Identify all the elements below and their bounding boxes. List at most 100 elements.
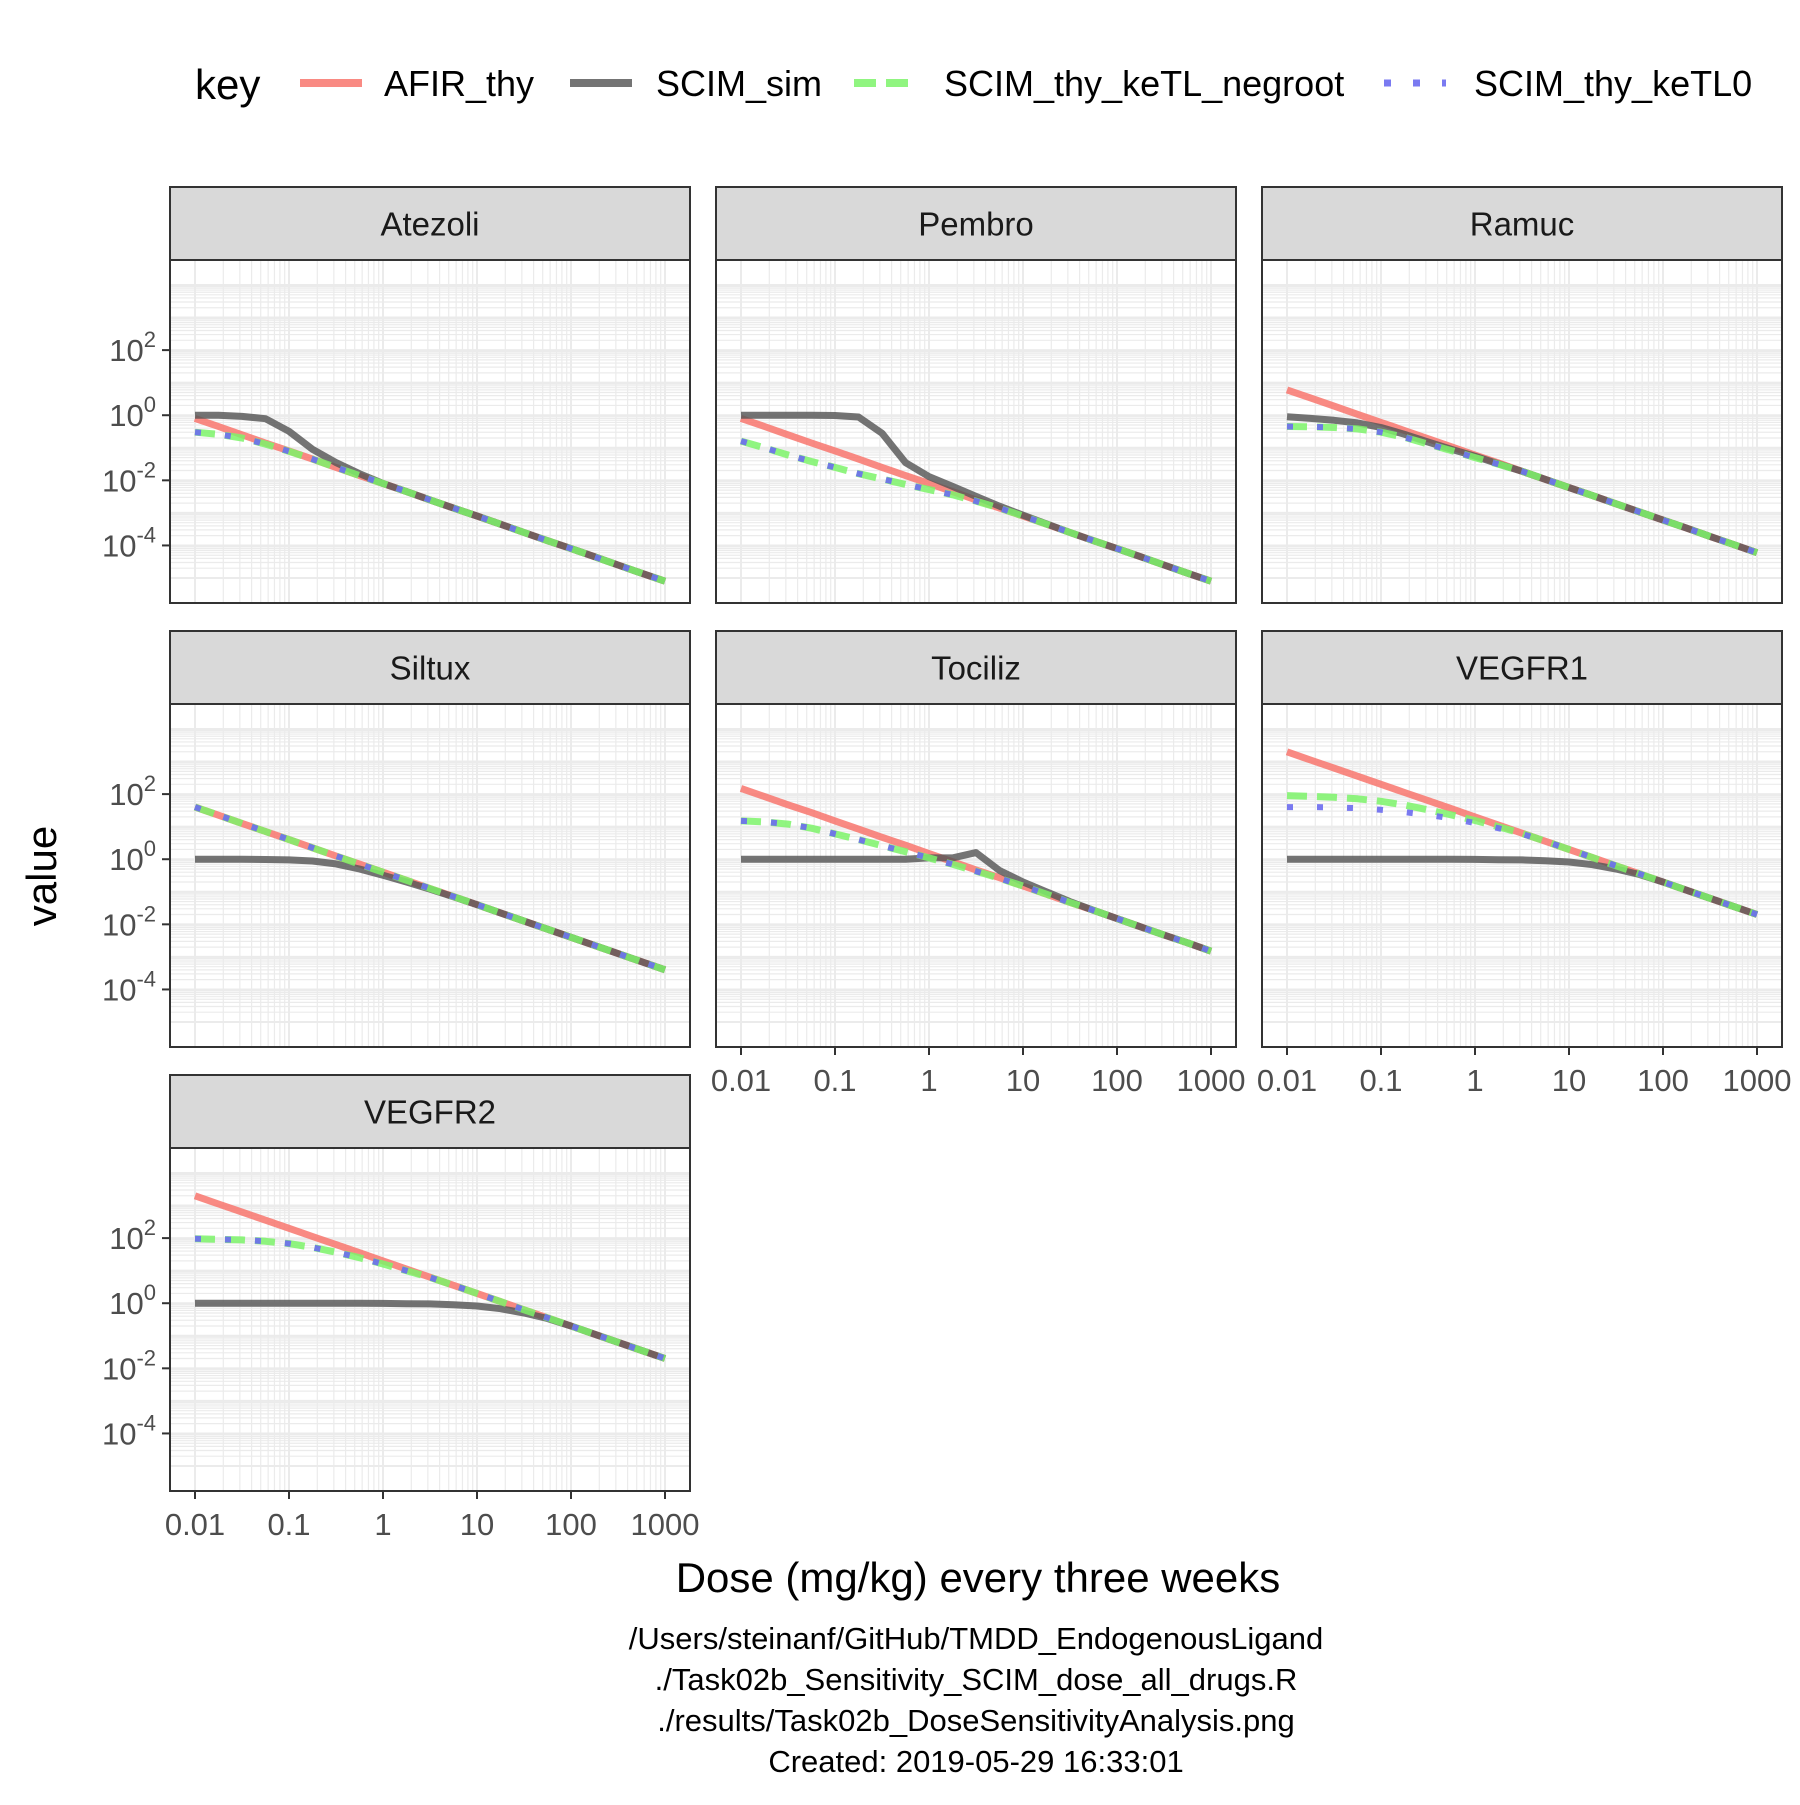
facet-strip <box>169 630 691 705</box>
facet-strip <box>169 186 691 261</box>
facet-strip <box>715 630 1237 705</box>
legend-label-SCIM_thy_keTL_negroot: SCIM_thy_keTL_negroot <box>944 63 1344 104</box>
facet-title: VEGFR2 <box>364 1094 496 1131</box>
facet-strip <box>1261 630 1783 705</box>
y-tick-base: 10 <box>102 528 136 563</box>
facet-panel-Pembro: Pembro <box>715 186 1237 604</box>
panel-border <box>1261 703 1783 1048</box>
y-tick-base: 10 <box>109 842 143 877</box>
grid <box>1262 260 1782 603</box>
series-line-SCIM_thy_keTL0 <box>740 438 1212 585</box>
grid <box>716 260 1236 603</box>
y-tick-label: 102 <box>109 771 156 812</box>
plot-background <box>170 704 690 1047</box>
facet-title: Pembro <box>918 206 1034 243</box>
x-tick-label: 1000 <box>631 1507 700 1542</box>
plot-background <box>1262 704 1782 1047</box>
legend-entry-SCIM_thy_keTL_negroot: SCIM_thy_keTL_negroot <box>854 63 1344 104</box>
panel-border <box>169 703 691 1048</box>
legend-label-SCIM_thy_keTL0: SCIM_thy_keTL0 <box>1474 63 1752 104</box>
legend-entry-SCIM_sim: SCIM_sim <box>570 63 822 104</box>
x-axis-title: Dose (mg/kg) every three weeks <box>676 1554 1281 1601</box>
y-tick-exponent: -4 <box>136 1410 156 1435</box>
x-tick-label: 0.01 <box>165 1507 225 1542</box>
panel-border <box>169 1147 691 1492</box>
series-line-SCIM_thy_keTL_negroot <box>194 1235 667 1362</box>
series-line-SCIM_thy_keTL_negroot <box>1286 792 1759 918</box>
legend-label-AFIR_thy: AFIR_thy <box>384 63 534 104</box>
y-tick-label: 102 <box>109 327 156 368</box>
caption-line: ./Task02b_Sensitivity_SCIM_dose_all_drug… <box>655 1662 1298 1697</box>
y-tick-base: 10 <box>109 398 143 433</box>
y-tick-exponent: -2 <box>136 457 156 482</box>
y-tick-label: 10-4 <box>102 966 156 1007</box>
caption-line: Created: 2019-05-29 16:33:01 <box>768 1744 1183 1779</box>
x-tick-label: 10 <box>460 1507 494 1542</box>
y-tick-label: 100 <box>109 836 156 877</box>
facet-strip <box>1261 186 1783 261</box>
y-tick-exponent: -4 <box>136 522 156 547</box>
y-tick-base: 10 <box>109 777 143 812</box>
y-axis-title: value <box>18 826 65 926</box>
y-tick-base: 10 <box>102 972 136 1007</box>
series-line-SCIM_thy_keTL0 <box>740 817 1213 955</box>
panel-border <box>1261 259 1783 604</box>
x-tick-label: 10 <box>1552 1063 1586 1098</box>
y-tick-base: 10 <box>102 907 136 942</box>
x-tick-label: 1 <box>1466 1063 1483 1098</box>
legend: key AFIR_thy SCIM_sim SCIM_thy_keTL_negroot… <box>195 61 1752 108</box>
grid <box>170 1148 690 1491</box>
plot-background <box>170 1148 690 1491</box>
x-tick-label: 0.1 <box>267 1507 310 1542</box>
y-tick-exponent: 0 <box>144 836 156 861</box>
facet-title: Tociliz <box>931 650 1021 687</box>
panel-border <box>715 703 1237 1048</box>
x-tick-label: 0.01 <box>711 1063 771 1098</box>
x-tick-label: 10 <box>1006 1063 1040 1098</box>
y-tick-exponent: 2 <box>144 1215 156 1240</box>
facet-title: Atezoli <box>380 206 479 243</box>
y-tick-exponent: 2 <box>144 771 156 796</box>
plot-background <box>716 260 1236 603</box>
x-tick-label: 1 <box>374 1507 391 1542</box>
caption-line: ./results/Task02b_DoseSensitivityAnalysi… <box>657 1703 1295 1738</box>
y-tick-base: 10 <box>102 1416 136 1451</box>
y-tick-exponent: 2 <box>144 327 156 352</box>
legend-entry-AFIR_thy: AFIR_thy <box>300 63 534 104</box>
x-tick-label: 1000 <box>1723 1063 1792 1098</box>
y-tick-exponent: -2 <box>136 901 156 926</box>
y-tick-exponent: 0 <box>144 1280 156 1305</box>
y-tick-exponent: -4 <box>136 966 156 991</box>
y-tick-label: 10-2 <box>102 1345 156 1386</box>
x-tick-label: 0.01 <box>1257 1063 1317 1098</box>
legend-entry-SCIM_thy_keTL0: SCIM_thy_keTL0 <box>1384 63 1752 104</box>
facet-panel-VEGFR1: VEGFR1 0.01 0.1 1 10 100 1000 <box>1257 630 1792 1098</box>
y-tick-base: 10 <box>109 1286 143 1321</box>
plot-background <box>1262 260 1782 603</box>
caption-line: /Users/steinanf/GitHub/TMDD_EndogenousLi… <box>629 1621 1323 1656</box>
panel-border <box>715 259 1237 604</box>
series-line-SCIM_thy_keTL0 <box>1286 423 1758 556</box>
facet-panel-Tociliz: Tociliz 0.01 0.1 1 10 100 1000 <box>711 630 1245 1098</box>
y-tick-label: 10-4 <box>102 1410 156 1451</box>
y-tick-exponent: -2 <box>136 1345 156 1370</box>
y-tick-exponent: 0 <box>144 392 156 417</box>
series-line-SCIM_thy_keTL0 <box>194 429 666 585</box>
y-tick-base: 10 <box>109 1221 143 1256</box>
x-tick-label: 100 <box>545 1507 597 1542</box>
y-tick-label: 10-2 <box>102 457 156 498</box>
y-tick-label: 10-4 <box>102 522 156 563</box>
facet-strip <box>169 1074 691 1149</box>
y-tick-base: 10 <box>109 333 143 368</box>
panel-border <box>169 259 691 604</box>
grid <box>716 704 1236 1047</box>
x-tick-label: 0.1 <box>1359 1063 1402 1098</box>
x-tick-label: 0.1 <box>813 1063 856 1098</box>
grid <box>1262 704 1782 1047</box>
y-tick-base: 10 <box>102 463 136 498</box>
